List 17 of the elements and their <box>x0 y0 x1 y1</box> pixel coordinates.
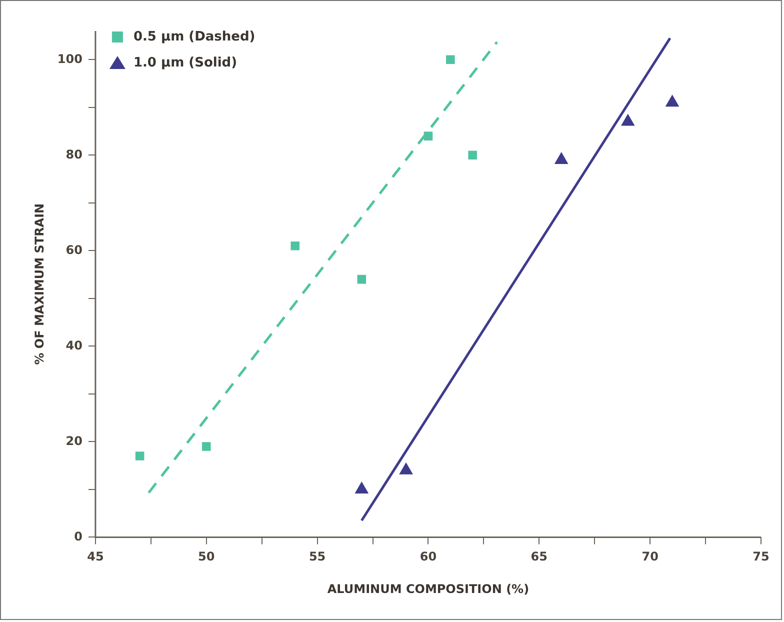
y-tick-label: 60 <box>66 242 82 257</box>
y-tick-label: 40 <box>66 338 82 352</box>
x-tick-label: 60 <box>420 550 437 564</box>
y-tick-label: 0 <box>74 529 82 544</box>
x-tick-label: 70 <box>642 550 658 564</box>
x-tick-label: 50 <box>198 550 215 564</box>
y-tick-label: 80 <box>66 147 82 162</box>
y-tick-label: 100 <box>57 52 82 66</box>
x-tick-label: 45 <box>87 550 104 564</box>
legend-label: 1.0 µm (Solid) <box>133 55 238 70</box>
y-tick-label: 20 <box>66 434 82 448</box>
legend-label: 0.5 µm (Dashed) <box>133 29 256 44</box>
x-axis-title: ALUMINUM COMPOSITION (%) <box>327 582 530 596</box>
y-axis-title: % OF MAXIMUM STRAIN <box>32 203 46 365</box>
x-tick-label: 55 <box>308 550 326 564</box>
x-tick-label: 65 <box>530 550 548 564</box>
x-tick-label: 75 <box>752 550 770 564</box>
